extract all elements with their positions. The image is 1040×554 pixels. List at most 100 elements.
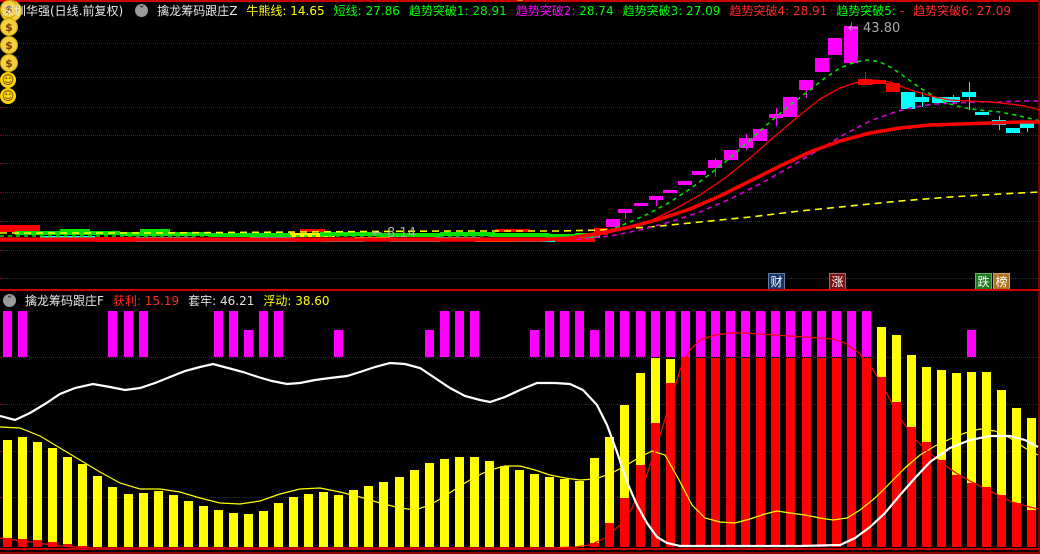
signal-bar-magenta: [604, 311, 614, 357]
volume-bar-yellow: [1011, 408, 1021, 503]
volume-bar-yellow: [665, 359, 675, 383]
volume-bar-yellow: [604, 437, 614, 523]
volume-bar-yellow: [951, 373, 961, 475]
candle: [692, 171, 706, 175]
flat-candle-segment: [15, 231, 120, 235]
signal-bar-magenta: [801, 311, 811, 357]
volume-bar-red: [921, 442, 931, 547]
signal-bar-magenta-short: [589, 330, 599, 357]
volume-bar-red: [876, 377, 886, 547]
flat-candle-segment: [440, 232, 495, 236]
candle: [872, 80, 886, 84]
volume-bar-yellow: [107, 487, 117, 547]
flat-candle-segment: [0, 225, 40, 232]
price-annotation: ← 43.80: [848, 21, 901, 36]
volume-bar-red: [816, 358, 826, 547]
volume-bar-yellow: [619, 405, 629, 498]
main-gridline: [0, 163, 1040, 164]
signal-bar-magenta: [2, 311, 12, 357]
signal-bar-magenta: [559, 311, 569, 357]
volume-bar-red: [589, 543, 599, 547]
indicator-field-6: 趋势突破5: -: [836, 3, 905, 18]
candle: [678, 181, 692, 185]
flat-candle-segment: [300, 229, 325, 232]
volume-bar-yellow: [574, 481, 584, 547]
volume-bar-red: [906, 427, 916, 547]
volume-bar-yellow: [2, 440, 12, 538]
main-gridline: [0, 77, 1040, 78]
signal-bar-magenta: [785, 311, 795, 357]
signal-bar-magenta: [650, 311, 660, 357]
volume-bar-yellow: [288, 497, 298, 547]
signal-bar-magenta: [846, 311, 856, 357]
signal-bar-magenta: [213, 311, 223, 357]
volume-bar-red: [996, 495, 1006, 547]
signal-bar-magenta: [695, 311, 705, 357]
volume-bar-yellow: [243, 514, 253, 547]
signal-bar-magenta: [544, 311, 554, 357]
indicator-field-3: 趋势突破2: 28.74: [515, 3, 614, 18]
volume-bar-red: [62, 544, 72, 547]
volume-bar-yellow: [469, 457, 479, 547]
candle: [1006, 128, 1020, 133]
volume-bar-red: [740, 358, 750, 547]
candle: [739, 138, 753, 148]
flat-candle-segment: [290, 233, 335, 237]
volume-bar-yellow: [544, 477, 554, 547]
volume-bar-yellow: [589, 458, 599, 543]
volume-bar-red: [1011, 503, 1021, 547]
signal-bar-magenta: [740, 311, 750, 357]
signal-bar-magenta-short: [529, 330, 539, 357]
candle: [828, 38, 842, 55]
signal-bar-magenta: [665, 311, 675, 357]
volume-bar-yellow: [394, 477, 404, 547]
signal-bar-magenta: [273, 311, 283, 357]
candle: [799, 80, 813, 90]
signal-bar-magenta: [710, 311, 720, 357]
candle: [769, 114, 783, 118]
money-bag-icon: $: [0, 54, 18, 72]
panel-divider: [0, 289, 1040, 291]
volume-bar-red: [801, 358, 811, 547]
flat-candle-segment: [380, 233, 440, 237]
volume-bar-yellow: [183, 501, 193, 547]
volume-bar-yellow: [484, 461, 494, 547]
signal-bar-magenta: [228, 311, 238, 357]
volume-bar-yellow: [936, 370, 946, 460]
chevron-down-icon[interactable]: ˇ: [135, 3, 149, 17]
flat-candle-segment: [490, 233, 550, 237]
volume-bar-red: [2, 538, 12, 547]
signal-bar-magenta-short: [243, 330, 253, 357]
volume-bar-yellow: [258, 511, 268, 547]
volume-bar-red: [1026, 510, 1036, 547]
chevron-down-icon[interactable]: ˇ: [3, 293, 16, 307]
corner-button-跌[interactable]: 跌: [975, 273, 992, 290]
main-gridline: [0, 278, 1040, 279]
volume-bar-red: [951, 475, 961, 547]
candle-wick: [625, 209, 626, 219]
volume-bar-yellow: [92, 476, 102, 547]
indicator-field-4: 趋势突破3: 27.09: [622, 3, 721, 18]
volume-bar-yellow: [318, 492, 328, 547]
volume-bar-yellow: [198, 506, 208, 547]
main-gridline: [0, 192, 1040, 193]
candle: [815, 58, 829, 72]
volume-bar-red: [680, 357, 690, 547]
volume-bar-red: [695, 358, 705, 547]
volume-bar-yellow: [153, 491, 163, 547]
sub-gridline: [0, 357, 1040, 358]
price-annotation: ← 8.14: [372, 226, 416, 241]
volume-bar-yellow: [168, 495, 178, 547]
candle: [844, 26, 858, 63]
main-gridline: [0, 107, 1040, 108]
smiley-icon: ☺: [0, 72, 16, 88]
volume-bar-yellow: [378, 482, 388, 547]
volume-bar-yellow: [529, 474, 539, 547]
volume-bar-yellow: [62, 457, 72, 544]
volume-bar-yellow: [138, 493, 148, 547]
sub-indicator-name: 擒龙筹码跟庄F: [25, 293, 104, 308]
volume-bar-yellow: [228, 513, 238, 547]
candle: [1020, 123, 1034, 128]
